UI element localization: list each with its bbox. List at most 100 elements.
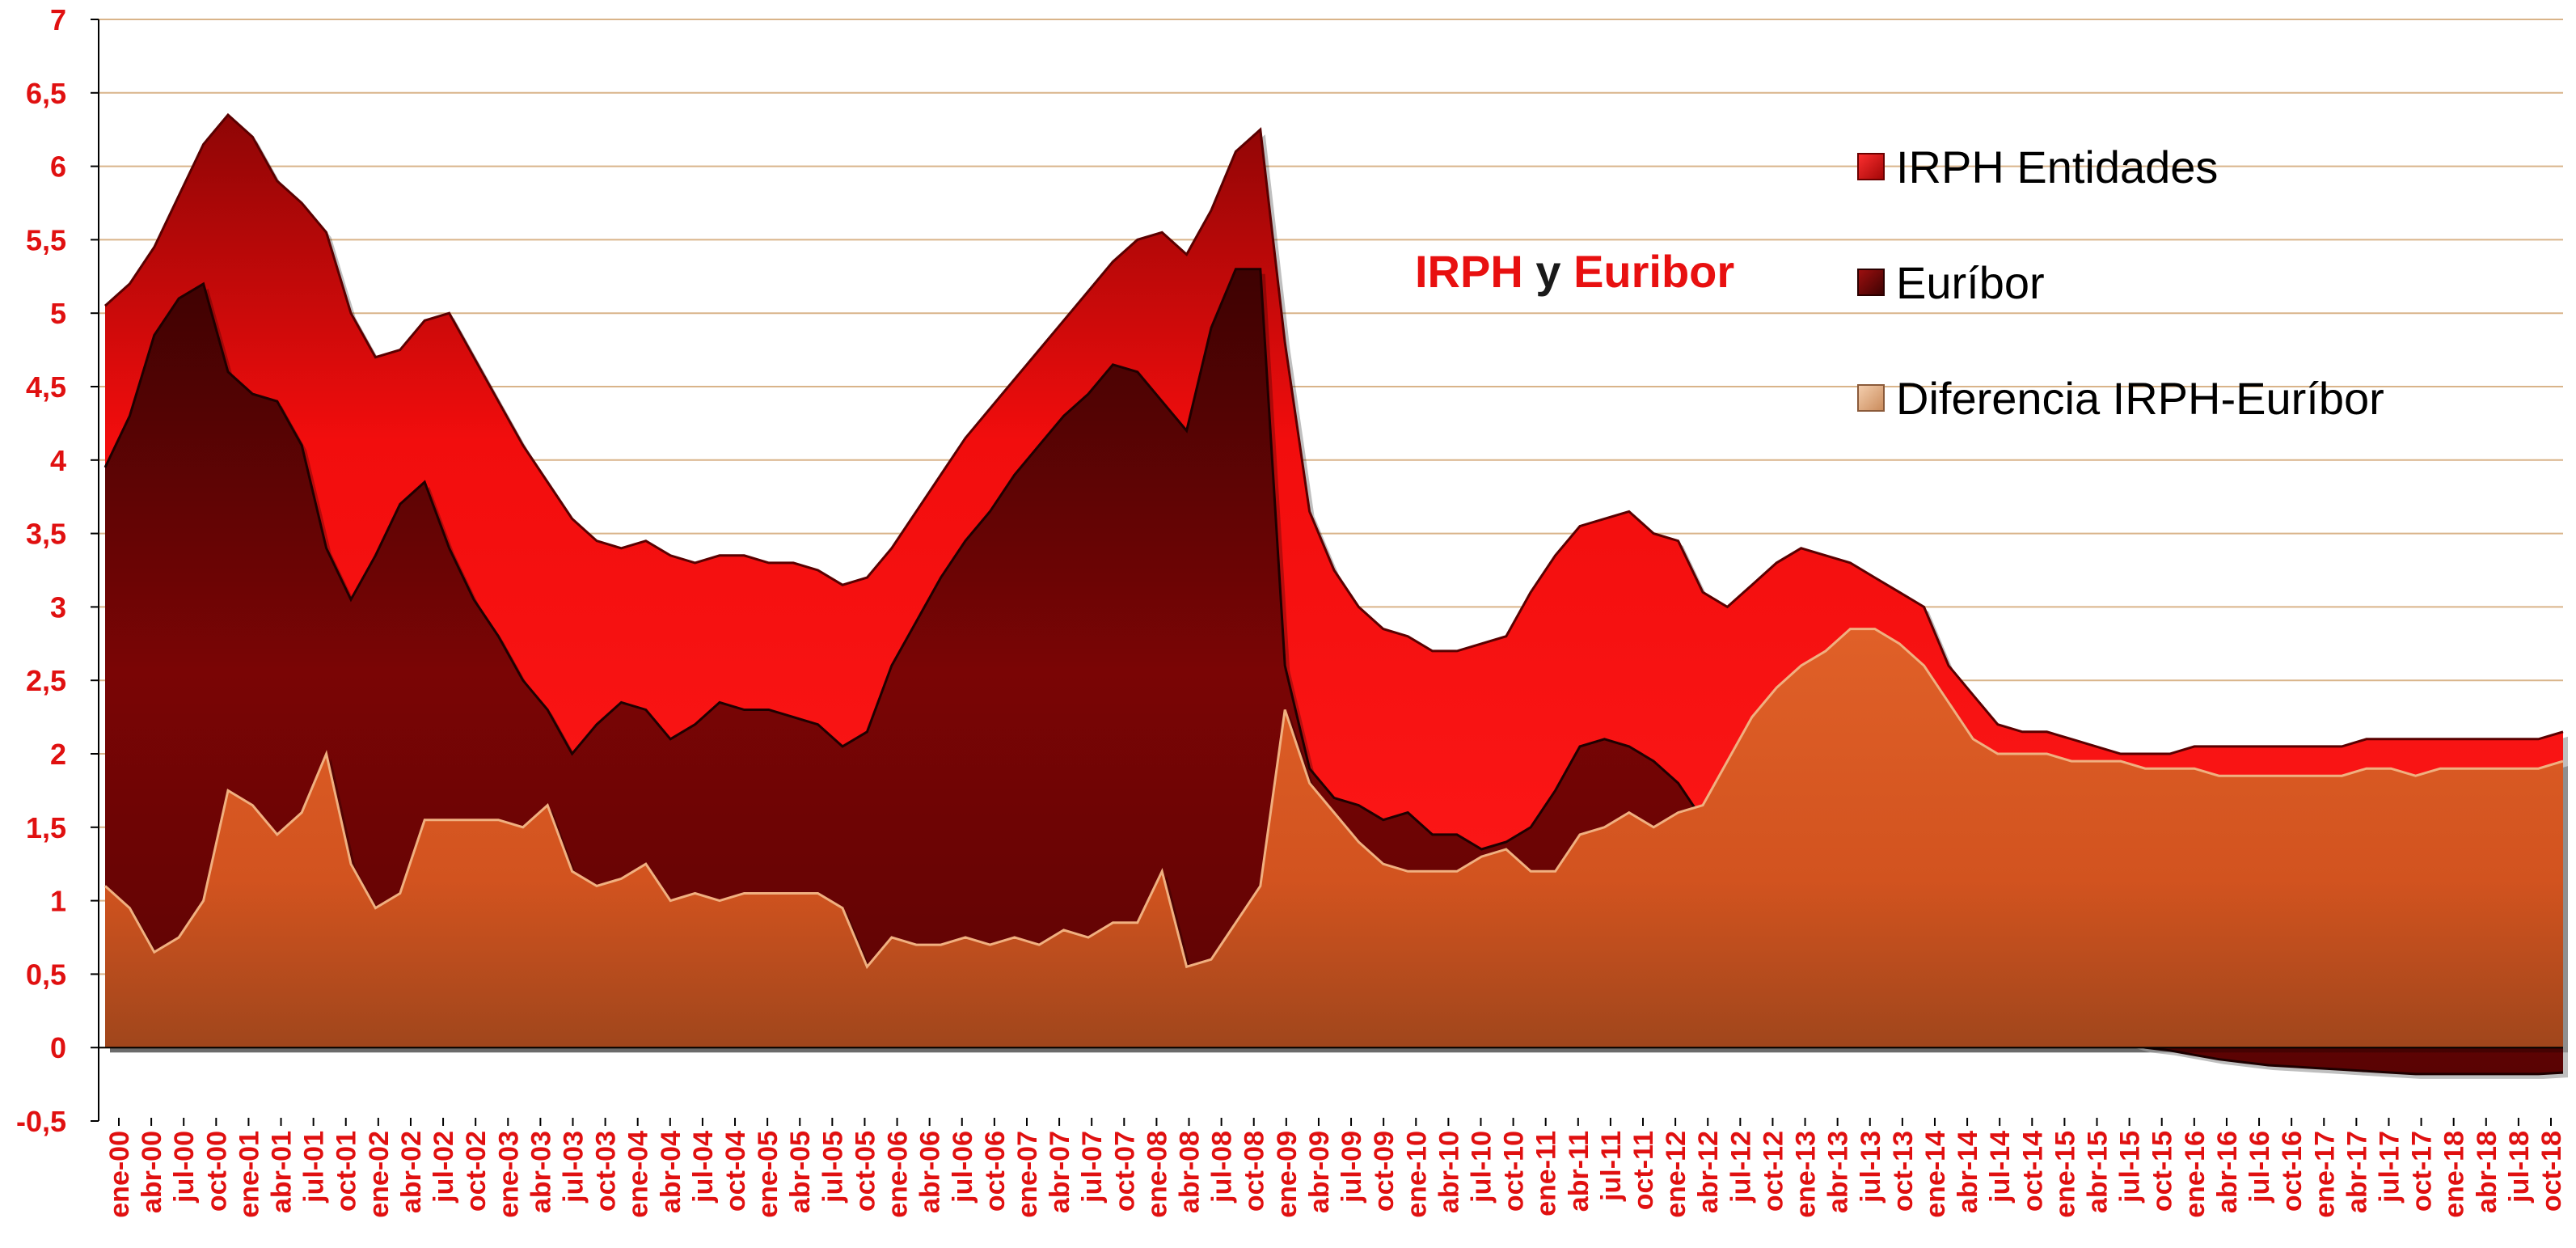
- x-tick-label: abr-07: [1045, 1131, 1075, 1213]
- x-tick-label: ene-07: [1012, 1131, 1043, 1218]
- legend-label-irph: IRPH Entidades: [1896, 142, 2218, 192]
- x-tick-label: jul-01: [299, 1131, 330, 1204]
- x-tick-label: abr-12: [1693, 1131, 1724, 1213]
- y-tick-label: 2,5: [26, 664, 66, 697]
- x-tick-label: oct-16: [2277, 1131, 2308, 1212]
- x-tick-label: ene-04: [623, 1131, 654, 1218]
- x-tick-label: jul-08: [1207, 1131, 1238, 1204]
- x-tick-label: jul-00: [169, 1131, 200, 1204]
- area-irph-outline: [103, 112, 2564, 755]
- x-tick-label: oct-18: [2536, 1131, 2567, 1212]
- x-tick-label: abr-09: [1304, 1131, 1335, 1213]
- legend-swatch-diferencia: [1857, 384, 1885, 412]
- x-tick-label: ene-08: [1142, 1131, 1172, 1218]
- legend-label-euribor: Euríbor: [1896, 257, 2045, 308]
- legend-label-diferencia: Diferencia IRPH-Euríbor: [1896, 373, 2384, 424]
- legend-swatch-euribor: [1857, 269, 1885, 296]
- x-tick-label: oct-07: [1109, 1131, 1140, 1212]
- y-tick-label: 3,5: [26, 518, 66, 551]
- area-diferencia: [105, 628, 2563, 1048]
- x-tick-label: ene-17: [2309, 1131, 2340, 1218]
- y-tick-label: 1: [50, 885, 66, 918]
- x-tick-label: oct-17: [2407, 1131, 2438, 1212]
- x-tick-label: oct-13: [1888, 1131, 1919, 1212]
- x-tick-label: abr-11: [1564, 1131, 1594, 1212]
- area-diferencia-outline: [103, 628, 2564, 970]
- x-tick-label: oct-08: [1239, 1131, 1270, 1212]
- x-tick-label: abr-17: [2342, 1131, 2372, 1213]
- y-tick-label: 6,5: [26, 77, 66, 110]
- x-tick-label: oct-10: [1499, 1131, 1530, 1212]
- x-tick-label: oct-03: [591, 1131, 622, 1212]
- x-tick-label: abr-00: [137, 1131, 167, 1213]
- x-tick-label: ene-16: [2180, 1131, 2211, 1218]
- x-tick-label: ene-09: [1272, 1131, 1303, 1218]
- x-tick-label: jul-17: [2374, 1131, 2405, 1204]
- x-tick-label: jul-09: [1337, 1131, 1367, 1204]
- x-tick-label: ene-01: [234, 1131, 264, 1218]
- x-tick-label: jul-13: [1856, 1131, 1886, 1204]
- x-tick-label: abr-18: [2472, 1131, 2502, 1213]
- x-tick-label: ene-10: [1401, 1131, 1432, 1218]
- x-tick-label: jul-14: [1985, 1131, 2016, 1204]
- x-tick-label: jul-06: [948, 1131, 978, 1204]
- y-tick-label: 0: [50, 1031, 66, 1064]
- x-tick-label: jul-03: [558, 1131, 589, 1204]
- x-tick-label: oct-11: [1628, 1131, 1659, 1210]
- x-tick-label: abr-05: [785, 1131, 816, 1213]
- x-tick-label: ene-13: [1791, 1131, 1822, 1218]
- x-axis-ticks: ene-00 abr-00 jul-00 oct-00 ene-01 abr-01 jul-…: [104, 1118, 2567, 1218]
- x-tick-label: oct-14: [2017, 1131, 2048, 1212]
- x-tick-label: ene-11: [1531, 1131, 1562, 1216]
- y-tick-label: 3: [50, 590, 66, 624]
- x-tick-label: oct-09: [1369, 1131, 1400, 1212]
- series-areas: [103, 112, 2568, 1079]
- y-tick-label: 0,5: [26, 958, 66, 991]
- x-tick-label: ene-15: [2050, 1131, 2080, 1218]
- x-tick-label: ene-03: [493, 1131, 524, 1218]
- x-tick-label: oct-05: [850, 1131, 880, 1212]
- x-tick-label: oct-01: [332, 1131, 362, 1212]
- y-axis-ticks: 7 6,5 6 5,5 5 4,5 4 3,5 3 2,5 2 1,5 1 0,5 0 -0,5: [16, 3, 99, 1138]
- x-tick-label: jul-15: [2115, 1131, 2146, 1204]
- x-tick-label: jul-02: [429, 1131, 459, 1204]
- y-tick-label: 2: [50, 738, 66, 771]
- x-tick-label: abr-06: [915, 1131, 946, 1213]
- x-tick-label: jul-07: [1077, 1131, 1108, 1204]
- x-tick-label: abr-13: [1823, 1131, 1854, 1213]
- x-tick-label: abr-04: [656, 1131, 686, 1213]
- x-tick-label: oct-02: [461, 1131, 492, 1212]
- area-euribor: [105, 269, 2563, 1074]
- x-tick-label: abr-08: [1175, 1131, 1206, 1213]
- legend-entry-euribor: Euríbor: [1857, 257, 2045, 308]
- x-tick-label: jul-18: [2504, 1131, 2535, 1204]
- x-tick-label: abr-15: [2083, 1131, 2114, 1213]
- x-tick-label: abr-14: [1953, 1131, 1983, 1213]
- x-tick-label: jul-16: [2244, 1131, 2275, 1204]
- x-tick-label: abr-02: [396, 1131, 427, 1213]
- y-tick-label: 4,5: [26, 370, 66, 404]
- x-tick-label: jul-12: [1725, 1131, 1756, 1204]
- x-tick-label: jul-05: [817, 1131, 848, 1204]
- y-tick-label: 5: [50, 297, 66, 330]
- legend: IRPH Entidades Euríbor Diferencia IRPH-E…: [1857, 142, 2384, 424]
- x-tick-label: jul-04: [688, 1131, 719, 1204]
- y-tick-label: 4: [50, 444, 66, 477]
- legend-entry-diferencia: Diferencia IRPH-Euríbor: [1857, 373, 2384, 424]
- x-tick-label: ene-02: [364, 1131, 395, 1218]
- x-tick-label: abr-16: [2212, 1131, 2243, 1213]
- x-tick-label: jul-10: [1466, 1131, 1497, 1204]
- y-tick-label: 7: [50, 3, 66, 36]
- x-tick-label: oct-12: [1758, 1131, 1788, 1212]
- y-tick-label: 6: [50, 150, 66, 184]
- area-euribor-outline: [103, 268, 2564, 1076]
- chart-title-part-2: y: [1523, 246, 1573, 297]
- x-tick-label: ene-18: [2439, 1131, 2470, 1218]
- x-tick-label: oct-15: [2147, 1131, 2178, 1212]
- x-tick-label: oct-04: [720, 1131, 751, 1212]
- x-tick-label: ene-05: [753, 1131, 783, 1218]
- x-tick-label: jul-11: [1596, 1131, 1627, 1202]
- y-tick-label: 1,5: [26, 811, 66, 844]
- chart-title-part-1: IRPH: [1415, 246, 1523, 297]
